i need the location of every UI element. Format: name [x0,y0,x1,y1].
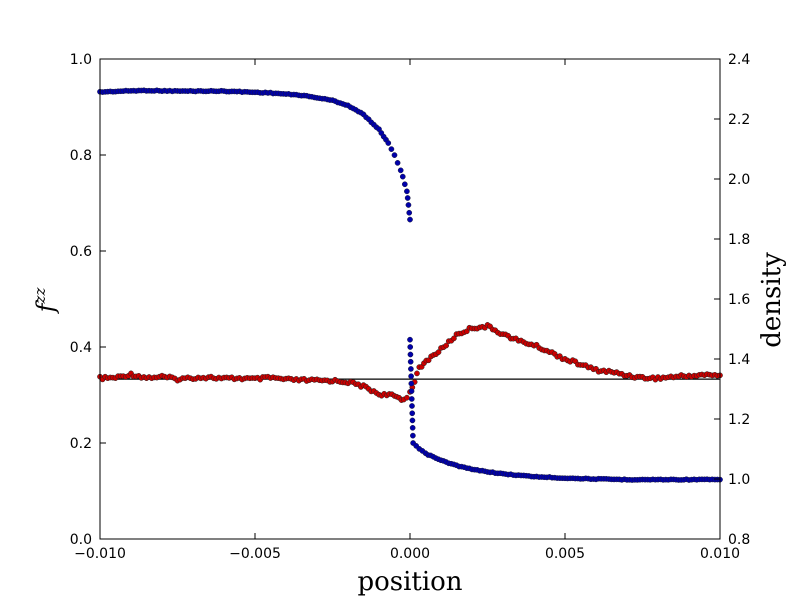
data-point [407,336,413,343]
data-point [408,388,415,395]
data-point [414,370,420,377]
plot-frame [99,58,721,540]
data-point [409,417,416,424]
data-point [397,167,404,174]
y-left-tick-label: 0.8 [70,148,92,164]
data-point [451,335,457,342]
data-point [409,424,416,431]
y-left-axis-title: fzz [31,288,60,315]
data-point [408,380,415,387]
data-point [388,146,395,152]
y-right-tick-label: 2.4 [728,52,750,68]
data-point [407,344,414,350]
y-right-tick-label: 1.4 [728,352,750,368]
data-point [407,358,414,365]
data-point [408,373,414,380]
data-point [408,366,414,372]
ticks-layer: −0.010 −0.005 0.000 0.005 0.010 0.0 0.2 0.4 0.6 0… [70,52,751,562]
y-left-tick-label: 0.2 [70,436,92,452]
data-point [407,216,413,223]
x-axis-title: position [357,567,462,597]
y-right-tick-label: 1.6 [728,292,750,308]
y-right-tick-label: 1.2 [728,412,750,428]
data-point [391,152,398,158]
data-point [401,181,408,188]
x-tick-label: 0.000 [390,546,430,562]
data-point [404,394,410,401]
data-point [435,349,442,355]
data-point [399,173,406,180]
y-left-tick-label: 0.6 [70,244,92,260]
y-right-tick-label: 2.0 [728,172,750,188]
x-tick-label: 0.010 [700,546,740,562]
y-left-tick-label: 0.0 [70,532,92,548]
data-point [404,195,411,201]
y-right-tick-label: 2.2 [728,112,750,128]
data-point [409,403,415,409]
y-right-tick-label: 1.8 [728,232,750,248]
y-right-axis-title: density [757,252,787,348]
y-left-tick-label: 0.4 [70,340,92,356]
data-point [410,432,416,439]
data-point [408,396,415,402]
x-tick-label: −0.005 [229,546,281,562]
data-point [394,160,401,166]
x-tick-label: 0.005 [545,546,585,562]
data-point [443,342,450,349]
data-point [409,410,416,417]
marks-layer [97,87,723,483]
data-point [406,209,413,216]
data-point [385,140,392,146]
x-tick-label: −0.010 [74,546,126,562]
y-right-tick-label: 0.8 [728,532,750,548]
y-left-axis-title-sup: zz [31,288,49,305]
y-right-tick-label: 1.0 [728,472,750,488]
data-point [405,202,412,208]
y-left-tick-label: 1.0 [70,52,92,68]
data-point [407,351,414,358]
data-point [404,188,410,195]
